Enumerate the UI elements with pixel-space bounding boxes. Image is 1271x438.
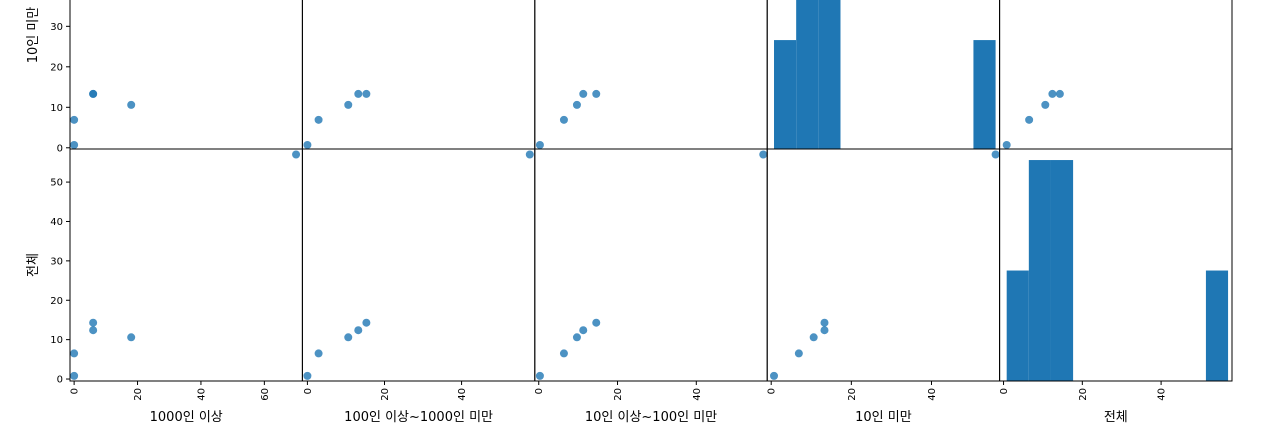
x-tick-label: 20 bbox=[133, 388, 144, 401]
hist-bar bbox=[1006, 270, 1029, 381]
panel-frame bbox=[301, 0, 536, 150]
x-axis-label: 100인 이상~1000인 미만 bbox=[344, 410, 493, 425]
scatter-point bbox=[354, 326, 363, 335]
scatter-point bbox=[1048, 89, 1057, 98]
scatter-point bbox=[572, 100, 581, 109]
y-tick-label: 0 bbox=[57, 143, 63, 154]
scatter-point bbox=[572, 333, 581, 342]
scatter-point bbox=[579, 89, 588, 98]
scatter-point bbox=[1002, 140, 1011, 149]
scatter-point bbox=[579, 326, 588, 335]
hist-bar bbox=[1028, 160, 1051, 381]
scatter-point bbox=[89, 318, 98, 327]
x-tick-label: 40 bbox=[927, 388, 938, 401]
y-tick-label: 10 bbox=[50, 103, 63, 114]
hist-bar bbox=[1205, 270, 1229, 381]
scatter-point bbox=[592, 89, 601, 98]
scatter-point bbox=[535, 140, 544, 149]
x-tick-label: 0 bbox=[534, 388, 545, 394]
scatter-point bbox=[70, 115, 79, 124]
scatter-point bbox=[794, 349, 803, 358]
scatter-point bbox=[809, 333, 818, 342]
x-tick-label: 20 bbox=[1078, 388, 1089, 401]
scatter-point bbox=[89, 89, 98, 98]
panel-frame bbox=[69, 148, 303, 382]
panel-frame bbox=[999, 148, 1233, 382]
y-tick-label: 20 bbox=[50, 62, 63, 73]
x-axis-label: 전체 bbox=[1104, 410, 1128, 425]
y-tick-label: 50 bbox=[50, 178, 63, 189]
x-tick-label: 0 bbox=[767, 388, 778, 394]
x-tick-label: 20 bbox=[613, 388, 624, 401]
y-tick-label: 40 bbox=[50, 217, 63, 228]
scatter-point bbox=[70, 140, 79, 149]
panel-frame bbox=[69, 0, 303, 150]
scatter-point bbox=[127, 333, 136, 342]
scatter-point bbox=[559, 115, 568, 124]
x-tick-label: 60 bbox=[260, 388, 271, 401]
x-tick-label: 40 bbox=[1157, 388, 1168, 401]
scatter-point bbox=[362, 89, 371, 98]
scatter-point bbox=[314, 115, 323, 124]
x-axis-label: 10인 이상~100인 미만 bbox=[585, 410, 717, 425]
x-axis-label: 10인 미만 bbox=[855, 410, 912, 425]
hist-bar bbox=[973, 40, 996, 149]
scatter-point bbox=[535, 371, 544, 380]
y-tick-label: 10 bbox=[50, 335, 63, 346]
hist-bar bbox=[1050, 160, 1074, 381]
scatter-point bbox=[70, 349, 79, 358]
hist-bar bbox=[774, 40, 797, 149]
scatter-point bbox=[559, 349, 568, 358]
panel-frame bbox=[766, 148, 1001, 382]
scatter-point bbox=[89, 326, 98, 335]
panel-frame bbox=[301, 148, 536, 382]
x-tick-label: 40 bbox=[196, 388, 207, 401]
x-tick-label: 20 bbox=[847, 388, 858, 401]
scatter-point bbox=[759, 150, 768, 159]
scatter-point bbox=[314, 349, 323, 358]
scatter-point bbox=[1025, 115, 1034, 124]
x-tick-label: 0 bbox=[999, 388, 1010, 394]
y-tick-label: 0 bbox=[57, 375, 63, 386]
hist-bar bbox=[818, 0, 841, 149]
panel-frame bbox=[999, 0, 1233, 150]
x-tick-label: 0 bbox=[70, 388, 81, 394]
scatter-point bbox=[525, 150, 534, 159]
panel-frame bbox=[534, 148, 768, 382]
scatter-point bbox=[303, 371, 312, 380]
scatter-point bbox=[303, 140, 312, 149]
scatter-point bbox=[70, 371, 79, 380]
scatter-point bbox=[344, 333, 353, 342]
panel-frame bbox=[534, 0, 768, 150]
scatter-point bbox=[292, 150, 301, 159]
x-tick-label: 40 bbox=[692, 388, 703, 401]
scatter-point bbox=[820, 326, 829, 335]
x-axis-label: 1000인 이상 bbox=[150, 410, 223, 425]
scatter-point bbox=[362, 318, 371, 327]
y-tick-label: 30 bbox=[50, 256, 63, 267]
scatter-point bbox=[592, 318, 601, 327]
y-tick-label: 30 bbox=[50, 22, 63, 33]
x-tick-label: 20 bbox=[380, 388, 391, 401]
hist-bar bbox=[796, 0, 819, 149]
scatter-point bbox=[354, 89, 363, 98]
y-tick-label: 20 bbox=[50, 296, 63, 307]
scatter-point bbox=[770, 371, 779, 380]
x-tick-label: 40 bbox=[457, 388, 468, 401]
y-axis-label: 전체 bbox=[26, 253, 41, 277]
scatter-point bbox=[991, 150, 1000, 159]
scatter-point bbox=[820, 318, 829, 327]
y-axis-label: 10인 미만 bbox=[26, 7, 41, 64]
scatter-point bbox=[344, 100, 353, 109]
scatter-point bbox=[1055, 89, 1064, 98]
x-tick-label: 0 bbox=[303, 388, 314, 394]
scatter-point bbox=[1041, 100, 1050, 109]
scatter-point bbox=[127, 100, 136, 109]
